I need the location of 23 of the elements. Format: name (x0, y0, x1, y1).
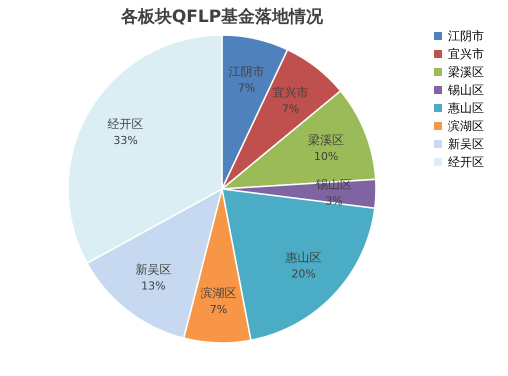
data-label: 10% (314, 150, 338, 163)
legend-label: 锡山区 (447, 83, 484, 97)
legend-label: 经开区 (448, 155, 484, 169)
data-label: 7% (282, 102, 300, 116)
legend-label: 新吴区 (448, 137, 484, 151)
slice-label: 梁溪区 (308, 132, 344, 147)
legend-label: 滨湖区 (448, 119, 484, 133)
legend-label: 梁溪区 (448, 65, 484, 79)
data-label: 20% (291, 268, 316, 281)
slice-label: 江阴市 (228, 64, 264, 79)
slice-label: 惠山区 (284, 250, 322, 265)
slice-label: 滨湖区 (200, 286, 236, 300)
legend-label: 宜兴市 (448, 47, 484, 61)
data-label: 7% (210, 302, 228, 316)
chart-title: 各板块QFLP基金落地情况 (120, 7, 324, 27)
data-label: 33% (113, 134, 138, 147)
slice-label: 经开区 (108, 116, 144, 131)
legend-label: 惠山区 (447, 101, 484, 115)
data-label: 13% (141, 279, 166, 292)
slice-label: 宜兴市 (272, 86, 309, 100)
legend-label: 江阴市 (448, 29, 484, 43)
slice-label: 新吴区 (135, 262, 172, 276)
data-label: 7% (238, 82, 256, 95)
